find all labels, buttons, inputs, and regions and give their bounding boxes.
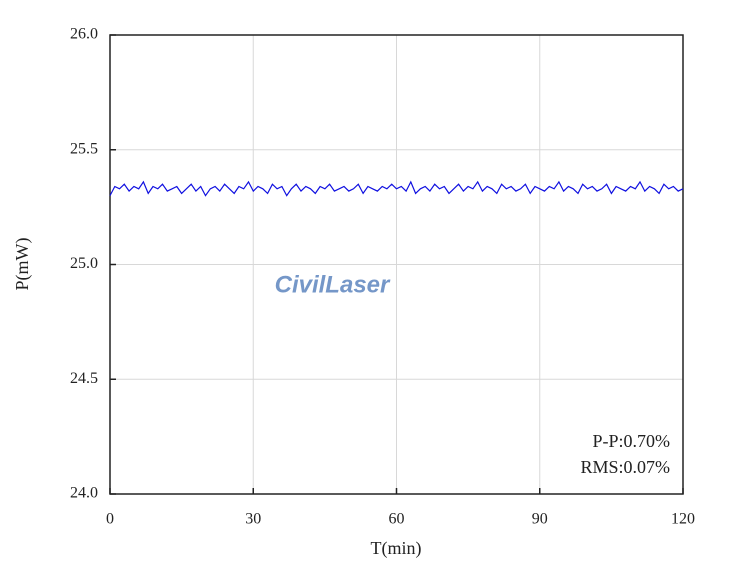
y-tick-label: 25.5 xyxy=(70,140,98,157)
data-line xyxy=(109,180,684,197)
watermark: CivilLaser xyxy=(275,271,391,298)
y-axis-label: P(mW) xyxy=(12,238,33,291)
y-tick-label: 24.5 xyxy=(70,370,98,387)
y-tick-label: 24.0 xyxy=(70,485,98,502)
x-tick-label: 120 xyxy=(671,511,695,528)
annotation: P-P:0.70% xyxy=(592,431,670,451)
x-tick-label: 30 xyxy=(245,511,261,528)
plot-frame xyxy=(109,34,684,495)
y-tick-label: 26.0 xyxy=(70,26,98,43)
x-tick-label: 90 xyxy=(532,511,548,528)
annotation: RMS:0.07% xyxy=(580,457,670,477)
x-axis-label: T(min) xyxy=(371,538,422,559)
y-tick-label: 25.0 xyxy=(70,255,98,272)
x-tick-label: 60 xyxy=(389,511,405,528)
x-tick-label: 0 xyxy=(106,511,114,528)
